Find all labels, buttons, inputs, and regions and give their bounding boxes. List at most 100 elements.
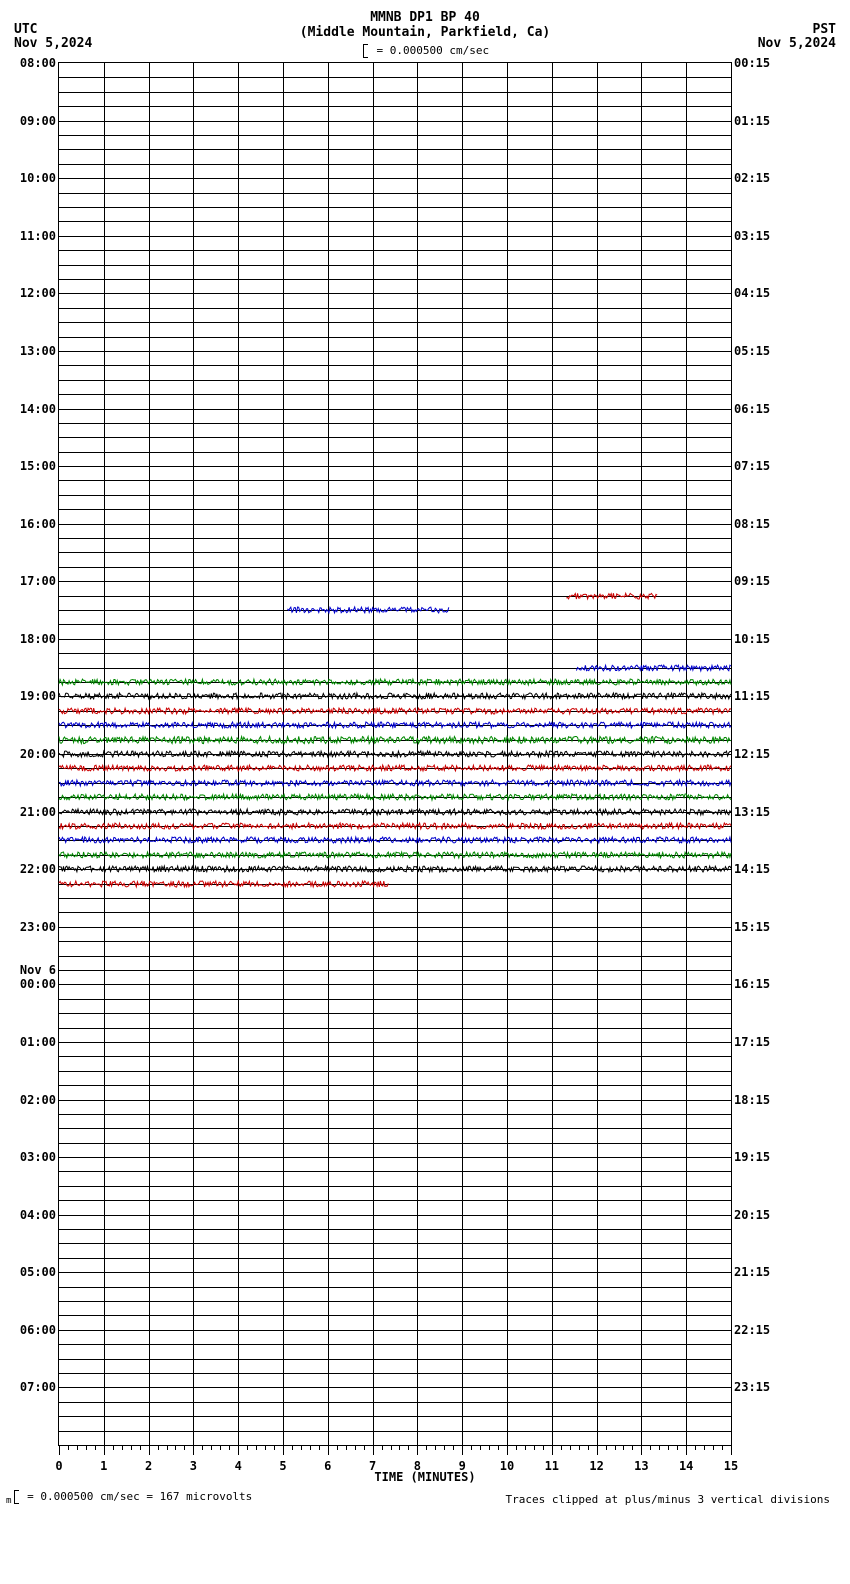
x-major-tick [59,1445,60,1455]
grid-row [59,437,731,438]
x-minor-tick [570,1445,571,1450]
x-minor-tick [113,1445,114,1450]
x-minor-tick [77,1445,78,1450]
x-minor-tick [480,1445,481,1450]
grid-row [59,1128,731,1129]
grid-row [59,884,731,885]
grid-row [59,250,731,251]
grid-row [59,783,731,784]
x-major-tick [507,1445,508,1455]
x-major-tick [193,1445,194,1455]
grid-row [59,308,731,309]
scale-bar-icon [14,1490,19,1504]
x-minor-tick [444,1445,445,1450]
utc-hour-label: 22:00 [20,862,56,876]
grid-row [59,380,731,381]
grid-row [59,840,731,841]
grid-row [59,984,731,985]
x-minor-tick [659,1445,660,1450]
x-minor-tick [588,1445,589,1450]
x-minor-tick [695,1445,696,1450]
utc-hour-label: 20:00 [20,747,56,761]
grid-row [59,337,731,338]
pst-hour-label: 21:15 [734,1265,770,1279]
grid-row [59,1258,731,1259]
x-minor-tick [435,1445,436,1450]
grid-row [59,409,731,410]
x-minor-tick [274,1445,275,1450]
grid-row [59,1229,731,1230]
grid-row [59,1215,731,1216]
x-minor-tick [704,1445,705,1450]
grid-row [59,1114,731,1115]
utc-hour-label: 16:00 [20,517,56,531]
x-minor-tick [525,1445,526,1450]
x-minor-tick [543,1445,544,1450]
grid-row [59,1056,731,1057]
pst-hour-label: 18:15 [734,1093,770,1107]
x-minor-tick [471,1445,472,1450]
pst-hour-label: 00:15 [734,56,770,70]
x-minor-tick [498,1445,499,1450]
grid-row [59,740,731,741]
pst-hour-label: 11:15 [734,689,770,703]
grid-row [59,1344,731,1345]
x-major-tick [238,1445,239,1455]
grid-col [597,63,598,1445]
x-minor-tick [632,1445,633,1450]
x-major-tick [417,1445,418,1455]
pst-hour-label: 16:15 [734,977,770,991]
grid-row [59,624,731,625]
utc-hour-label: 06:00 [20,1323,56,1337]
pst-hour-label: 09:15 [734,574,770,588]
utc-hour-label: 15:00 [20,459,56,473]
x-minor-tick [131,1445,132,1450]
x-minor-tick [364,1445,365,1450]
grid-row [59,1315,731,1316]
pst-hour-label: 06:15 [734,402,770,416]
grid-row [59,1042,731,1043]
scale-label: = 0.000500 cm/sec [0,44,850,58]
x-major-tick [373,1445,374,1455]
x-minor-tick [211,1445,212,1450]
grid-row [59,236,731,237]
grid-row [59,1416,731,1417]
x-minor-tick [167,1445,168,1450]
grid-row [59,1100,731,1101]
utc-hour-label: Nov 6 00:00 [20,963,56,991]
x-minor-tick [426,1445,427,1450]
pst-hour-label: 23:15 [734,1380,770,1394]
grid-row [59,423,731,424]
utc-hour-label: 21:00 [20,805,56,819]
x-minor-tick [516,1445,517,1450]
grid-row [59,452,731,453]
x-minor-tick [382,1445,383,1450]
grid-row [59,92,731,93]
grid-row [59,754,731,755]
grid-row [59,768,731,769]
grid-row [59,941,731,942]
x-minor-tick [650,1445,651,1450]
x-axis-label: TIME (MINUTES) [0,1470,850,1484]
pst-hour-label: 01:15 [734,114,770,128]
x-major-tick [104,1445,105,1455]
grid-row [59,999,731,1000]
grid-col [641,63,642,1445]
grid-col [149,63,150,1445]
grid-row [59,639,731,640]
utc-hour-label: 05:00 [20,1265,56,1279]
pst-hour-label: 05:15 [734,344,770,358]
x-minor-tick [391,1445,392,1450]
x-minor-tick [489,1445,490,1450]
grid-row [59,1200,731,1201]
pst-hour-label: 13:15 [734,805,770,819]
grid-row [59,898,731,899]
pst-hour-label: 03:15 [734,229,770,243]
utc-hour-label: 11:00 [20,229,56,243]
grid-row [59,1402,731,1403]
grid-row [59,826,731,827]
x-minor-tick [337,1445,338,1450]
x-major-tick [597,1445,598,1455]
grid-row [59,596,731,597]
seismogram-container: MMNB DP1 BP 40 (Middle Mountain, Parkfie… [0,0,850,1584]
